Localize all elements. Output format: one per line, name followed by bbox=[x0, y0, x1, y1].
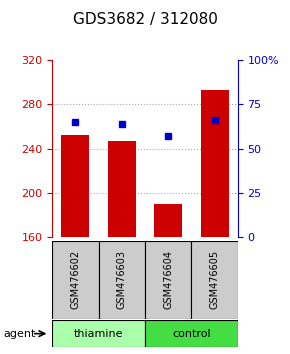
Text: thiamine: thiamine bbox=[74, 329, 123, 339]
Text: GSM476604: GSM476604 bbox=[163, 250, 173, 309]
Text: GDS3682 / 312080: GDS3682 / 312080 bbox=[72, 12, 218, 27]
FancyBboxPatch shape bbox=[191, 241, 238, 319]
Bar bbox=[108, 141, 136, 237]
Bar bbox=[154, 204, 182, 237]
Bar bbox=[201, 90, 229, 237]
Bar bbox=[61, 135, 89, 237]
FancyBboxPatch shape bbox=[145, 320, 238, 347]
FancyBboxPatch shape bbox=[145, 241, 191, 319]
Text: control: control bbox=[172, 329, 211, 339]
FancyBboxPatch shape bbox=[99, 241, 145, 319]
FancyBboxPatch shape bbox=[52, 241, 99, 319]
Text: agent: agent bbox=[3, 329, 35, 339]
FancyBboxPatch shape bbox=[52, 320, 145, 347]
Text: GSM476605: GSM476605 bbox=[210, 250, 220, 309]
Text: GSM476603: GSM476603 bbox=[117, 250, 127, 309]
Text: GSM476602: GSM476602 bbox=[70, 250, 80, 309]
